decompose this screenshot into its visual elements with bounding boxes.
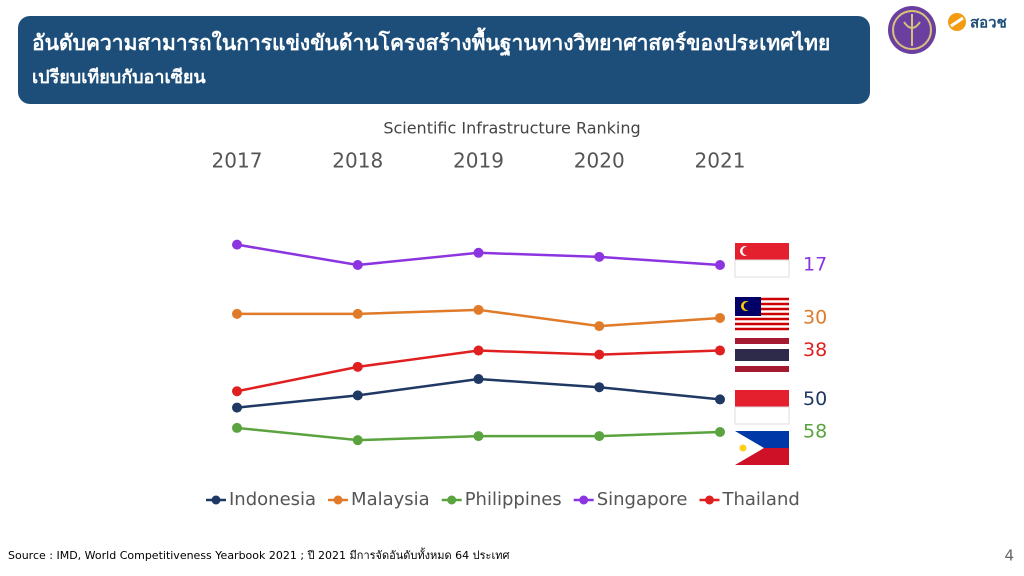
data-point bbox=[594, 321, 605, 332]
data-label: 17 bbox=[803, 254, 827, 276]
page-number: 4 bbox=[1004, 547, 1014, 565]
header-box bbox=[18, 16, 870, 104]
data-point bbox=[352, 361, 363, 372]
data-label: 58 bbox=[803, 421, 827, 443]
legend-label: Malaysia bbox=[351, 489, 430, 510]
data-point bbox=[352, 260, 363, 271]
legend-label: Singapore bbox=[597, 489, 688, 510]
data-point bbox=[232, 386, 242, 397]
data-point bbox=[352, 390, 363, 401]
flag-philippines bbox=[735, 431, 789, 465]
series-line bbox=[236, 349, 721, 393]
data-point bbox=[715, 427, 725, 438]
data-point bbox=[473, 374, 484, 385]
data-point bbox=[715, 260, 725, 271]
data-label: 38 bbox=[803, 339, 827, 361]
data-label: 50 bbox=[803, 388, 827, 410]
legend-dot bbox=[705, 495, 714, 505]
legend-dot bbox=[333, 495, 343, 505]
flag-thailand bbox=[735, 338, 789, 372]
data-point bbox=[232, 402, 242, 413]
data-point bbox=[232, 422, 242, 433]
logo-mark bbox=[948, 13, 966, 31]
legend-label: Indonesia bbox=[229, 489, 316, 510]
chart-title: Scientific Infrastructure Ranking bbox=[383, 119, 640, 138]
data-point bbox=[715, 345, 725, 356]
x-tick-label: 2021 bbox=[695, 149, 746, 173]
legend-dot bbox=[579, 495, 589, 505]
x-tick-label: 2019 bbox=[453, 149, 504, 173]
data-point bbox=[232, 239, 242, 250]
data-point bbox=[473, 431, 484, 442]
source-note: Source : IMD, World Competitiveness Year… bbox=[8, 547, 509, 562]
flag-malaysia bbox=[735, 297, 789, 331]
data-point bbox=[473, 345, 484, 356]
data-point bbox=[352, 435, 363, 446]
legend-label: Philippines bbox=[465, 489, 562, 510]
data-point bbox=[594, 382, 605, 393]
legend-label: Thailand bbox=[722, 489, 800, 510]
x-tick-label: 2018 bbox=[332, 149, 383, 173]
data-point bbox=[715, 394, 725, 405]
header-title: อันดับความสามารถในการแข่งขันด้านโครงสร้า… bbox=[32, 27, 830, 57]
x-tick-label: 2017 bbox=[212, 149, 263, 173]
data-point bbox=[594, 251, 605, 262]
legend-dot bbox=[211, 495, 221, 505]
data-point bbox=[232, 308, 242, 319]
data-label: 30 bbox=[803, 306, 827, 328]
legend-dot bbox=[447, 495, 457, 505]
data-point bbox=[473, 304, 484, 315]
header-subtitle: เปรียบเทียบกับอาเซียน bbox=[32, 67, 206, 88]
x-tick-label: 2020 bbox=[574, 149, 625, 173]
data-point bbox=[594, 431, 605, 442]
flag-indonesia bbox=[734, 390, 790, 425]
data-point bbox=[594, 349, 605, 360]
flag-singapore bbox=[734, 243, 790, 278]
data-point bbox=[715, 312, 725, 323]
logo-text: สอวช bbox=[970, 14, 1007, 32]
data-point bbox=[473, 247, 484, 258]
data-point bbox=[352, 308, 363, 319]
logo-emblem bbox=[888, 6, 936, 54]
